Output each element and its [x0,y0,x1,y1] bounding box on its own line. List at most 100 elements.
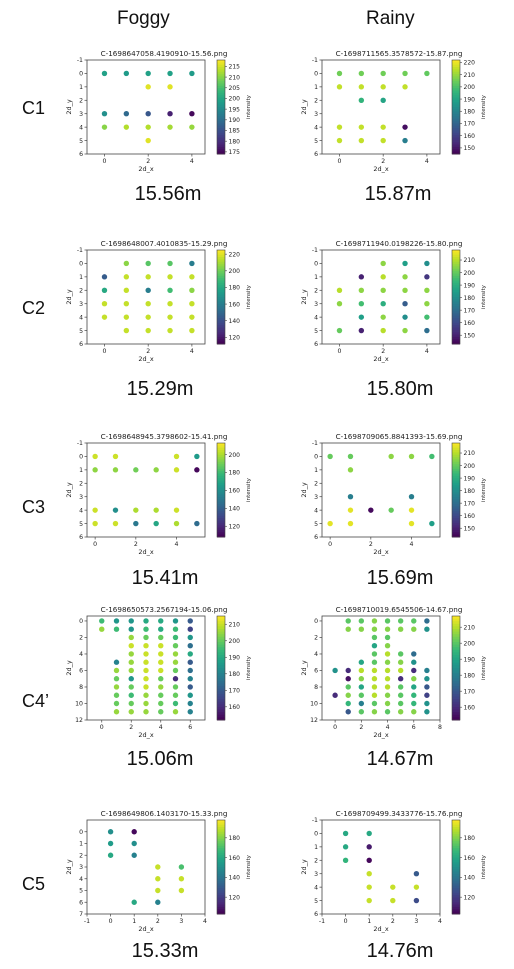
colorbar-segment [452,271,460,274]
colorbar-segment [452,834,460,837]
colorbar-segment [217,848,225,852]
colorbar-segment [452,254,460,258]
scatter-point [143,684,149,690]
colorbar-segment [217,116,225,120]
colorbar-segment [217,897,225,901]
colorbar-segment [217,250,225,253]
colorbar-segment [217,871,225,875]
colorbar-segment [452,116,460,120]
colorbar-segment [452,522,460,526]
scatter-point [189,124,195,130]
x-tick-label: 4 [438,918,442,925]
colorbar-segment [452,95,460,99]
x-axis-label: 2d_x [138,548,154,556]
scatter-point [388,507,394,513]
colorbar-segment [452,841,460,844]
scatter-point [133,520,139,527]
colorbar-segment [217,329,225,333]
y-tick-label: 2 [314,857,318,864]
colorbar-segment [217,629,225,633]
colorbar-segment [217,292,225,296]
scatter-point [366,857,372,863]
scatter-point [424,70,430,77]
colorbar-segment [217,701,225,705]
colorbar-segment [217,83,225,87]
scatter-point [128,709,134,715]
scatter-point [187,626,193,632]
colorbar-tick-label: 210 [464,624,476,631]
scatter-point [128,684,134,690]
scatter-point [143,618,149,624]
colorbar-tick-label: 190 [229,654,241,661]
colorbar-segment [452,822,460,826]
scatter-point [145,70,151,77]
colorbar-segment [452,485,460,489]
colorbar-segment [217,137,225,141]
scatter-point [358,124,365,130]
y-tick-label: 3 [79,111,83,118]
y-tick-label: 10 [310,701,318,708]
colorbar-segment [217,636,225,640]
y-tick-label: 2 [79,97,83,104]
y-tick-label: 2 [314,635,318,642]
scatter-point [189,287,195,293]
scatter-point [172,700,179,707]
colorbar-tick-label: 160 [229,301,241,308]
colorbar [451,819,461,915]
y-tick-label: 6 [79,341,83,348]
colorbar-segment [217,452,225,456]
x-tick-label: 2 [146,348,150,355]
scatter-point [173,507,180,513]
colorbar-segment [217,313,225,317]
colorbar-segment [452,852,460,856]
y-tick-label: 5 [314,521,318,528]
colorbar-segment [452,820,460,823]
scatter-point [424,709,430,715]
scatter-point [411,659,417,665]
plot-c5-foggy: C-1698649806.1403170-15.33.png-1 0 1 2 3 4012… [65,809,252,933]
x-tick-label: 2 [156,918,160,925]
colorbar-segment [217,92,225,96]
scatter-point [101,301,108,307]
colorbar-segment [452,862,460,866]
scatter-point [402,124,408,130]
colorbar-segment [217,824,225,828]
colorbar-segment [217,268,225,272]
y-tick-label: 6 [314,534,318,541]
y-tick-label: 3 [79,301,83,308]
y-tick-label: 12 [310,717,318,724]
scatter-point [123,301,130,307]
y-tick-label: 2 [314,480,318,487]
colorbar-segment [452,874,460,877]
plot-c4-foggy: C-1698650573.2567194-15.06.png 0 2 4 6 0 2 4 6 8 1… [65,605,252,739]
scatter-point [411,709,417,715]
scatter-point [113,676,120,682]
colorbar-segment [217,76,225,80]
colorbar-segment [452,506,460,510]
colorbar-segment [452,292,460,296]
colorbar-segment [217,334,225,338]
y-axis-label: 2d_y [65,99,73,115]
x-tick-label: 6 [188,724,192,731]
colorbar-segment [217,67,225,70]
scatter-point [358,301,365,307]
colorbar-segment [217,60,225,63]
colorbar-segment [217,709,225,713]
scatter-point [366,897,372,904]
colorbar-segment [217,616,225,620]
y-tick-label: 2 [79,287,83,294]
colorbar-segment [452,876,460,880]
scatter-point [167,314,173,320]
colorbar-segment [452,699,460,703]
x-tick-label: 2 [391,918,395,925]
colorbar-segment [452,60,460,63]
scatter-point [371,684,378,690]
colorbar-segment [452,902,460,906]
scatter-point [128,667,134,674]
colorbar-tick-label: 120 [229,335,241,342]
colorbar-segment [452,623,460,627]
scatter-point [366,884,372,890]
colorbar-tick-label: 160 [464,133,476,140]
y-tick-label: 3 [314,111,318,118]
colorbar-tick-label: 160 [229,855,241,862]
